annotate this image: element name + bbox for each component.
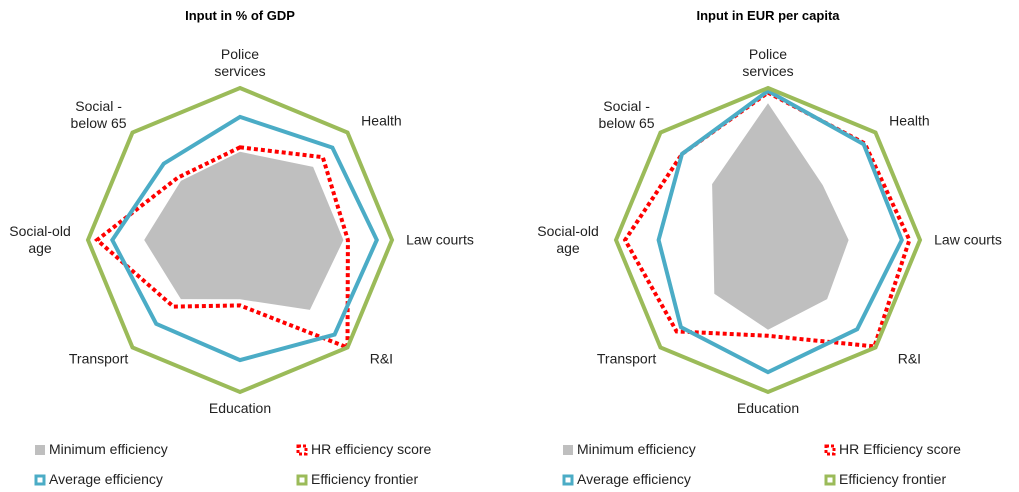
radar-series: [85, 85, 395, 395]
radar-series: [109, 114, 380, 363]
axis-label: Law courts: [406, 231, 474, 248]
axis-label: Education: [736, 400, 800, 416]
axis-label: Transport: [68, 350, 129, 367]
chart-title: Input in % of GDP: [185, 8, 295, 23]
radar-series: [656, 88, 904, 375]
legend-marker: [296, 474, 308, 486]
legend-marker: [34, 474, 46, 486]
legend-label: Efficiency frontier: [839, 471, 947, 487]
radar-series: [613, 85, 923, 395]
legend-marker: [296, 444, 308, 456]
axis-label: Health: [361, 112, 402, 129]
axis-label: Transport: [596, 350, 657, 367]
legend-marker: [562, 474, 574, 486]
radar-series: [712, 103, 849, 330]
legend-label: Efficiency frontier: [311, 471, 419, 487]
axis-label: Social-old age: [9, 223, 71, 256]
radar-series: [144, 151, 344, 310]
radar-series: [93, 145, 350, 351]
axis-label: R&I: [369, 350, 394, 367]
legend-label: HR efficiency score: [311, 441, 432, 457]
chart-title: Input in EUR per capita: [696, 8, 840, 23]
legend-label: Average efficiency: [49, 471, 163, 487]
legend-label: HR Efficiency score: [839, 441, 961, 457]
legend-label: Average efficiency: [577, 471, 691, 487]
legend-marker: [35, 445, 45, 455]
axis-label: Social - below 65: [70, 97, 127, 131]
axis-label: Social - below 65: [598, 97, 655, 131]
axis-label: Police services: [214, 46, 266, 79]
radar-series: [622, 90, 912, 349]
legend-marker: [824, 474, 836, 486]
axis-label: Police services: [742, 46, 794, 79]
axis-label: R&I: [897, 350, 922, 367]
axis-label: Social-old age: [537, 223, 599, 256]
axis-label: Education: [208, 400, 272, 416]
axis-label: Law courts: [934, 231, 1002, 248]
legend-marker: [563, 445, 573, 455]
legend-label: Minimum efficiency: [577, 441, 696, 457]
axis-label: Health: [889, 112, 930, 129]
legend-label: Minimum efficiency: [49, 441, 168, 457]
legend-marker: [824, 444, 836, 456]
